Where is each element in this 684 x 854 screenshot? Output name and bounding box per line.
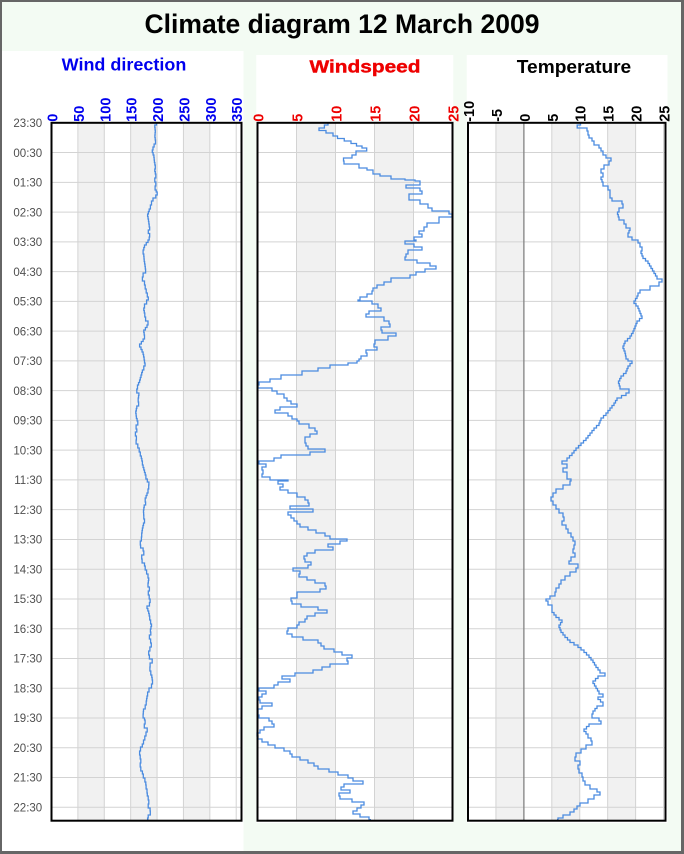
svg-text:50: 50 [72, 106, 88, 122]
svg-text:18:30: 18:30 [13, 683, 42, 695]
svg-text:06:30: 06:30 [13, 326, 42, 338]
svg-text:20: 20 [630, 106, 646, 122]
svg-text:-5: -5 [490, 109, 506, 122]
svg-text:19:30: 19:30 [13, 713, 42, 725]
svg-text:08:30: 08:30 [13, 386, 42, 398]
svg-text:17:30: 17:30 [13, 654, 42, 666]
svg-text:12:30: 12:30 [13, 505, 42, 517]
svg-text:11:30: 11:30 [14, 475, 42, 487]
svg-text:0: 0 [518, 114, 534, 122]
svg-text:Windspeed: Windspeed [310, 57, 421, 77]
svg-text:Climate diagram 12 March 2009: Climate diagram 12 March 2009 [145, 9, 540, 39]
svg-text:Wind direction: Wind direction [62, 55, 187, 75]
svg-text:0: 0 [252, 114, 268, 122]
svg-text:22:30: 22:30 [13, 802, 42, 814]
svg-text:5: 5 [546, 114, 562, 122]
svg-text:04:30: 04:30 [13, 267, 42, 279]
svg-text:10: 10 [330, 106, 346, 122]
svg-text:Temperature: Temperature [517, 57, 631, 77]
svg-text:13:30: 13:30 [13, 535, 42, 547]
svg-text:02:30: 02:30 [13, 207, 42, 219]
svg-text:300: 300 [204, 98, 220, 122]
svg-text:16:30: 16:30 [13, 624, 42, 636]
svg-text:03:30: 03:30 [13, 237, 42, 249]
svg-text:01:30: 01:30 [13, 178, 42, 190]
svg-text:5: 5 [291, 114, 307, 122]
svg-text:25: 25 [658, 106, 674, 122]
svg-text:20:30: 20:30 [13, 743, 42, 755]
svg-text:-10: -10 [462, 101, 478, 122]
svg-text:23:30: 23:30 [13, 118, 42, 130]
svg-text:07:30: 07:30 [13, 356, 42, 368]
svg-text:0: 0 [46, 114, 62, 122]
svg-text:00:30: 00:30 [13, 148, 42, 160]
svg-text:21:30: 21:30 [13, 773, 42, 785]
svg-text:100: 100 [98, 98, 114, 122]
svg-text:14:30: 14:30 [13, 564, 42, 576]
svg-text:350: 350 [230, 98, 246, 122]
svg-text:250: 250 [177, 98, 193, 122]
svg-text:150: 150 [125, 98, 141, 122]
svg-text:10:30: 10:30 [13, 445, 42, 457]
svg-text:200: 200 [151, 98, 167, 122]
svg-text:05:30: 05:30 [13, 297, 42, 309]
svg-text:25: 25 [447, 106, 463, 122]
svg-text:20: 20 [408, 106, 424, 122]
svg-text:15: 15 [602, 106, 618, 122]
svg-text:10: 10 [574, 106, 590, 122]
svg-text:09:30: 09:30 [13, 416, 42, 428]
svg-text:15: 15 [369, 106, 385, 122]
svg-text:15:30: 15:30 [13, 594, 42, 606]
